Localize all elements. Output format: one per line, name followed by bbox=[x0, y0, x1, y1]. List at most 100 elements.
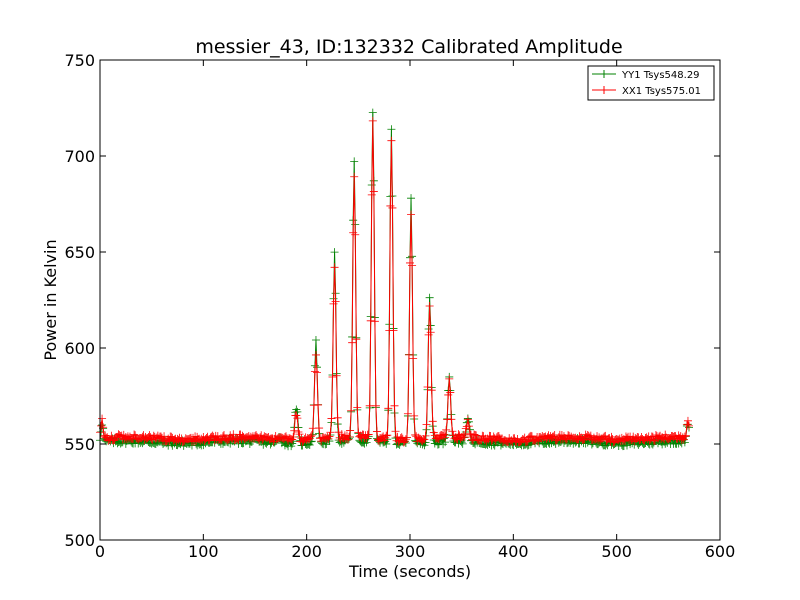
data-point bbox=[377, 434, 386, 443]
data-point bbox=[683, 416, 692, 425]
data-point bbox=[570, 434, 579, 443]
data-point bbox=[389, 326, 398, 335]
data-point bbox=[463, 415, 472, 424]
data-point bbox=[627, 436, 636, 445]
data-point bbox=[315, 424, 324, 433]
data-point bbox=[364, 430, 373, 439]
data-point bbox=[497, 434, 506, 443]
data-point bbox=[390, 401, 399, 410]
data-point bbox=[507, 436, 516, 445]
data-point bbox=[175, 433, 184, 442]
data-point bbox=[446, 388, 455, 397]
data-point bbox=[214, 435, 223, 444]
data-point bbox=[403, 409, 412, 418]
data-point bbox=[379, 432, 388, 441]
data-point bbox=[348, 338, 357, 347]
data-point bbox=[430, 439, 439, 448]
data-point bbox=[407, 194, 416, 203]
data-point bbox=[682, 420, 691, 429]
data-point bbox=[265, 435, 274, 444]
data-point bbox=[111, 433, 120, 442]
data-point bbox=[623, 434, 631, 443]
data-point bbox=[428, 417, 437, 426]
data-point bbox=[642, 433, 651, 442]
x-tick-label: 200 bbox=[291, 542, 322, 561]
x-axis-label: Time (seconds) bbox=[348, 562, 471, 581]
data-point bbox=[295, 430, 304, 439]
data-point bbox=[486, 431, 495, 440]
data-point bbox=[387, 136, 396, 145]
data-point bbox=[165, 437, 174, 446]
data-point bbox=[581, 439, 590, 448]
data-point bbox=[619, 441, 628, 450]
data-point bbox=[567, 432, 576, 441]
data-point bbox=[455, 431, 464, 440]
data-point bbox=[401, 435, 410, 444]
data-point bbox=[218, 439, 227, 448]
data-point bbox=[296, 437, 305, 446]
data-point bbox=[331, 297, 340, 306]
data-point bbox=[491, 436, 500, 445]
data-point bbox=[313, 368, 321, 377]
data-point bbox=[372, 427, 381, 436]
data-point bbox=[465, 429, 474, 438]
data-point bbox=[272, 435, 281, 444]
data-point bbox=[593, 432, 602, 441]
data-point bbox=[328, 372, 337, 381]
legend-marker-yy1 bbox=[600, 70, 608, 78]
data-point bbox=[234, 436, 243, 445]
data-point bbox=[149, 438, 158, 447]
data-point bbox=[147, 435, 156, 444]
data-point bbox=[263, 433, 272, 442]
data-point bbox=[293, 414, 302, 423]
data-point bbox=[142, 434, 151, 443]
data-point bbox=[206, 433, 215, 442]
data-point bbox=[542, 434, 551, 443]
data-point bbox=[409, 354, 418, 363]
data-point bbox=[355, 432, 364, 441]
legend: YY1 Tsys548.29 XX1 Tsys575.01 bbox=[587, 65, 715, 101]
series-markers-1 bbox=[96, 116, 693, 447]
data-point bbox=[396, 434, 405, 443]
x-tick-label: 100 bbox=[188, 542, 219, 561]
data-point bbox=[185, 434, 194, 443]
data-point bbox=[470, 430, 479, 439]
legend-marker-xx1 bbox=[600, 86, 608, 94]
series-layer bbox=[96, 108, 693, 451]
data-point bbox=[345, 432, 354, 441]
data-point bbox=[523, 437, 532, 446]
data-point bbox=[241, 433, 250, 442]
data-point bbox=[649, 436, 658, 445]
data-point bbox=[370, 317, 379, 326]
data-point bbox=[426, 328, 435, 337]
data-point bbox=[471, 440, 480, 449]
data-point bbox=[303, 433, 312, 442]
data-point bbox=[392, 436, 401, 445]
data-point bbox=[243, 433, 252, 442]
data-point bbox=[145, 431, 154, 440]
data-point bbox=[546, 432, 555, 441]
data-point bbox=[342, 431, 351, 440]
data-point bbox=[282, 432, 290, 441]
data-point bbox=[599, 433, 608, 442]
data-point bbox=[456, 434, 465, 443]
data-point bbox=[387, 125, 396, 134]
data-point bbox=[453, 435, 462, 444]
data-point bbox=[420, 435, 429, 444]
data-point bbox=[334, 428, 343, 437]
data-point bbox=[373, 435, 382, 444]
data-point bbox=[369, 187, 378, 196]
data-point bbox=[163, 436, 172, 445]
data-point bbox=[174, 435, 183, 444]
data-point bbox=[353, 403, 362, 412]
data-point bbox=[352, 335, 361, 344]
data-point bbox=[552, 436, 561, 445]
data-point bbox=[562, 435, 571, 444]
data-point bbox=[223, 436, 232, 445]
data-point bbox=[612, 435, 621, 444]
data-point bbox=[544, 438, 553, 447]
data-point bbox=[337, 439, 346, 448]
data-point bbox=[350, 172, 359, 181]
data-point bbox=[97, 421, 106, 430]
